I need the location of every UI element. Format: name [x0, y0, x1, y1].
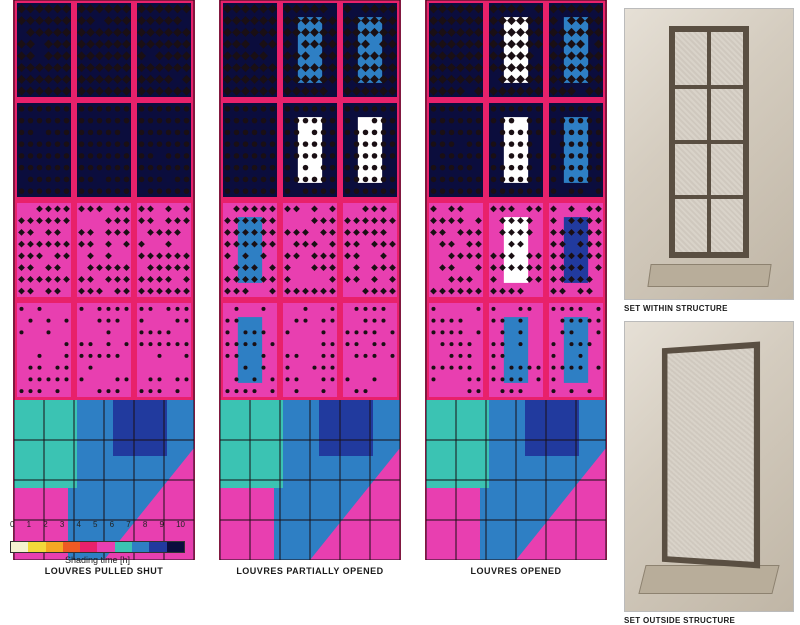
photo-outside [624, 321, 794, 613]
photo-column: SET WITHIN STRUCTURE SET OUTSIDE STRUCTU… [620, 0, 800, 625]
facade-svg [418, 0, 614, 560]
legend-tick: 2 [43, 520, 47, 529]
photo-within [624, 8, 794, 300]
facade-caption: LOUVRES PARTIALLY OPENED [236, 566, 383, 576]
legend-tick: 7 [126, 520, 130, 529]
legend-tick: 6 [110, 520, 114, 529]
legend-tick: 4 [76, 520, 80, 529]
legend-swatch [63, 542, 80, 552]
facade-svg [212, 0, 408, 560]
facade-group: LOUVRES PULLED SHUT LOUVRES PARTIALLY OPE… [0, 0, 620, 625]
photo-caption: SET WITHIN STRUCTURE [624, 304, 794, 313]
legend-ticks: 0 1 2 3 4 5 6 7 8 9 10 [10, 520, 185, 529]
legend-swatch [167, 542, 184, 552]
photo-caption: SET OUTSIDE STRUCTURE [624, 616, 794, 625]
shading-legend: 012345678910 Shading time [h] [10, 544, 185, 565]
legend-swatch [11, 542, 28, 552]
legend-swatch [46, 542, 63, 552]
legend-tick: 0 [10, 520, 14, 529]
facade-0: LOUVRES PULLED SHUT [6, 0, 202, 625]
legend-swatch [149, 542, 166, 552]
facade-2: LOUVRES OPENED [418, 0, 614, 625]
legend-tick: 10 [176, 520, 185, 529]
legend-tick: 8 [143, 520, 147, 529]
main-layout: LOUVRES PULLED SHUT LOUVRES PARTIALLY OPE… [0, 0, 800, 625]
facade-svg [6, 0, 202, 560]
legend-tick: 9 [159, 520, 163, 529]
legend-tick: 5 [93, 520, 97, 529]
photo-box-within: SET WITHIN STRUCTURE [624, 8, 794, 313]
legend-bar [10, 541, 185, 553]
legend-tick: 1 [27, 520, 31, 529]
legend-swatch [132, 542, 149, 552]
facade-caption: LOUVRES PULLED SHUT [45, 566, 164, 576]
legend-swatch [80, 542, 97, 552]
legend-title: Shading time [h] [10, 555, 185, 565]
legend-swatch [115, 542, 132, 552]
facade-caption: LOUVRES OPENED [470, 566, 561, 576]
photo-box-outside: SET OUTSIDE STRUCTURE [624, 321, 794, 625]
legend-tick: 3 [60, 520, 64, 529]
legend-swatch [28, 542, 45, 552]
facade-1: LOUVRES PARTIALLY OPENED [212, 0, 408, 625]
legend-swatch [97, 542, 114, 552]
